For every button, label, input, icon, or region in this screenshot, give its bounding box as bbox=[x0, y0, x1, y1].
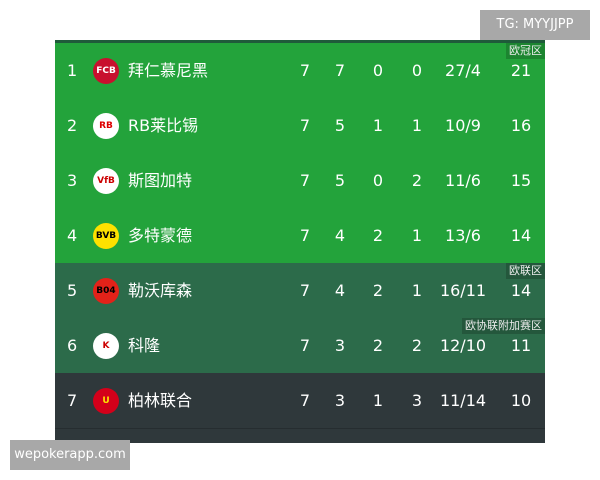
rank: 2 bbox=[67, 116, 78, 135]
stat-pts: 21 bbox=[510, 61, 532, 80]
stat-d: 2 bbox=[372, 336, 384, 355]
table-row[interactable]: 2 RB RB莱比锡 7 5 1 1 10/9 16 bbox=[55, 98, 545, 153]
stat-d: 1 bbox=[372, 116, 384, 135]
stat-p: 7 bbox=[299, 336, 311, 355]
stat-gd: 16/11 bbox=[439, 281, 487, 300]
stat-p: 7 bbox=[299, 171, 311, 190]
stat-gd: 12/10 bbox=[439, 336, 487, 355]
stat-pts: 15 bbox=[510, 171, 532, 190]
stat-d: 2 bbox=[372, 281, 384, 300]
stuttgart-logo-icon: VfB bbox=[93, 168, 119, 194]
stat-p: 7 bbox=[299, 281, 311, 300]
stat-l: 0 bbox=[411, 61, 423, 80]
stat-pts: 10 bbox=[510, 391, 532, 410]
leverkusen-logo-icon: B04 bbox=[93, 278, 119, 304]
union-berlin-logo-icon: U bbox=[93, 388, 119, 414]
team-name[interactable]: RB莱比锡 bbox=[128, 116, 199, 135]
stat-d: 2 bbox=[372, 226, 384, 245]
stat-w: 5 bbox=[334, 116, 346, 135]
team-name[interactable]: 斯图加特 bbox=[128, 171, 193, 190]
stat-p: 7 bbox=[299, 226, 311, 245]
stat-d: 1 bbox=[372, 391, 384, 410]
team-name[interactable]: 科隆 bbox=[128, 336, 161, 355]
bayern-logo-icon: FCB bbox=[93, 58, 119, 84]
stat-pts: 14 bbox=[510, 226, 532, 245]
table-row[interactable]: 5 B04 勒沃库森 7 4 2 1 16/11 14 欧联区 bbox=[55, 263, 545, 318]
table-row[interactable]: 7 U 柏林联合 7 3 1 3 11/14 10 bbox=[55, 373, 545, 429]
rank: 6 bbox=[67, 336, 78, 355]
team-name[interactable]: 多特蒙德 bbox=[128, 226, 193, 245]
stat-w: 4 bbox=[334, 281, 346, 300]
rank: 1 bbox=[67, 61, 78, 80]
stat-w: 3 bbox=[334, 391, 346, 410]
stat-w: 5 bbox=[334, 171, 346, 190]
stat-w: 4 bbox=[334, 226, 346, 245]
koln-logo-icon: K bbox=[93, 333, 119, 359]
stat-w: 7 bbox=[334, 61, 346, 80]
standings-table: 1 FCB 拜仁慕尼黑 7 7 0 0 27/4 21 欧冠区 2 RB RB莱比锡 7 5 1 1 10/9 16… bbox=[55, 40, 545, 443]
stat-gd: 11/14 bbox=[439, 391, 487, 410]
stat-gd: 27/4 bbox=[445, 61, 481, 80]
stat-gd: 10/9 bbox=[445, 116, 481, 135]
watermark-top: TG: MYYJJPP bbox=[480, 10, 590, 40]
stat-l: 1 bbox=[411, 281, 423, 300]
zone-label: 欧协联附加赛区 bbox=[462, 318, 545, 334]
stat-pts: 16 bbox=[510, 116, 532, 135]
stat-l: 3 bbox=[411, 391, 423, 410]
stat-gd: 13/6 bbox=[445, 226, 481, 245]
table-row[interactable]: 3 VfB 斯图加特 7 5 0 2 11/6 15 bbox=[55, 153, 545, 208]
stat-w: 3 bbox=[334, 336, 346, 355]
team-name[interactable]: 柏林联合 bbox=[128, 391, 193, 410]
stat-d: 0 bbox=[372, 171, 384, 190]
team-name[interactable]: 勒沃库森 bbox=[128, 281, 193, 300]
rank: 3 bbox=[67, 171, 78, 190]
table-row[interactable]: 4 BVB 多特蒙德 7 4 2 1 13/6 14 bbox=[55, 208, 545, 263]
watermark-bottom: wepokerapp.com bbox=[10, 440, 130, 470]
zone-label: 欧冠区 bbox=[506, 43, 545, 59]
rank: 4 bbox=[67, 226, 78, 245]
stat-p: 7 bbox=[299, 391, 311, 410]
rank: 7 bbox=[67, 391, 78, 410]
rank: 5 bbox=[67, 281, 78, 300]
stat-p: 7 bbox=[299, 116, 311, 135]
stat-l: 1 bbox=[411, 226, 423, 245]
stat-pts: 11 bbox=[510, 336, 532, 355]
stat-p: 7 bbox=[299, 61, 311, 80]
stat-l: 2 bbox=[411, 336, 423, 355]
dortmund-logo-icon: BVB bbox=[93, 223, 119, 249]
stat-gd: 11/6 bbox=[445, 171, 481, 190]
table-row[interactable]: 6 K 科隆 7 3 2 2 12/10 11 欧协联附加赛区 bbox=[55, 318, 545, 373]
team-name[interactable]: 拜仁慕尼黑 bbox=[128, 61, 209, 80]
stat-d: 0 bbox=[372, 61, 384, 80]
table-row[interactable]: 1 FCB 拜仁慕尼黑 7 7 0 0 27/4 21 欧冠区 bbox=[55, 43, 545, 98]
zone-label: 欧联区 bbox=[506, 263, 545, 279]
leipzig-logo-icon: RB bbox=[93, 113, 119, 139]
stat-pts: 14 bbox=[510, 281, 532, 300]
stat-l: 2 bbox=[411, 171, 423, 190]
stat-l: 1 bbox=[411, 116, 423, 135]
